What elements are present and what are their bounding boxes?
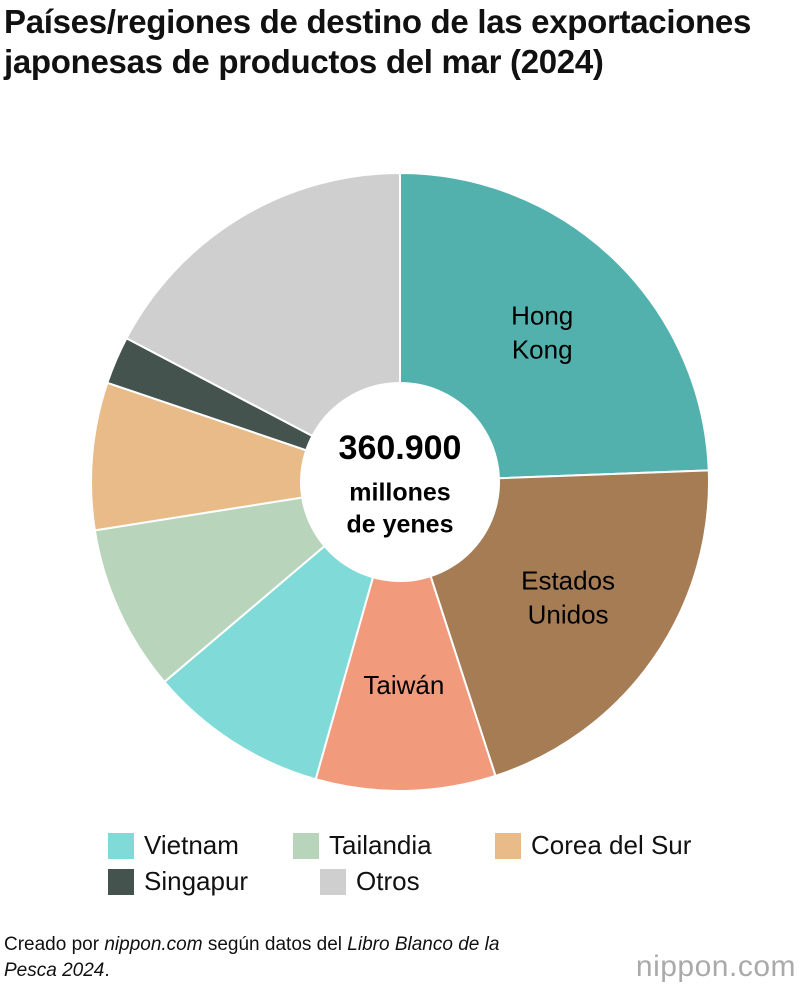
legend-label: Tailandia [329, 830, 432, 860]
legend-swatch [293, 832, 319, 859]
slice [398, 469, 710, 778]
center-total: 360.900 [339, 429, 462, 467]
legend-label: Corea del Sur [531, 830, 692, 860]
chart: Hong Kong Estados Unidos Taiwán 360.900 millon… [90, 171, 710, 792]
slice [399, 171, 710, 484]
source-text: según datos del [202, 934, 348, 955]
slice-label-line: Unidos [528, 599, 609, 629]
slice-label: Taiwán [363, 670, 444, 700]
slice [314, 478, 497, 792]
center-unit: de yenes [346, 511, 453, 539]
legend-label: Otros [356, 866, 420, 896]
legend-swatch [108, 868, 134, 895]
slice [125, 171, 401, 484]
source-text: nippon.com [104, 934, 203, 955]
donut-hole [300, 382, 500, 582]
source: Creado por nippon.com según datos del Li… [4, 932, 544, 984]
slice-label: Estados Unidos [521, 565, 615, 629]
legend-label: Vietnam [144, 830, 239, 860]
slice-label-line: Hong [511, 300, 573, 330]
slice-label-line: Kong [512, 334, 573, 364]
logo: nippon.com [635, 950, 796, 983]
legend-label: Singapur [144, 866, 249, 896]
legend-item: Tailandia [293, 830, 432, 861]
source-text: Libro Blanco de la Pesca 2024 [4, 934, 500, 981]
source-text: . [104, 960, 110, 981]
legend-item: Corea del Sur [495, 830, 691, 861]
chart-title: Países/regiones de destino de las export… [4, 3, 752, 80]
center-unit: millones [349, 479, 450, 507]
legend-item: Singapur [108, 866, 248, 897]
source-text: Creado por [4, 934, 105, 955]
legend-item: Otros [320, 866, 420, 897]
legend-swatch [108, 832, 134, 859]
legend-item: Vietnam [108, 830, 239, 861]
legend-swatch [495, 832, 521, 859]
slice-label-line: Estados [521, 565, 615, 595]
slice-label: Hong Kong [511, 300, 573, 364]
legend-swatch [320, 868, 346, 895]
